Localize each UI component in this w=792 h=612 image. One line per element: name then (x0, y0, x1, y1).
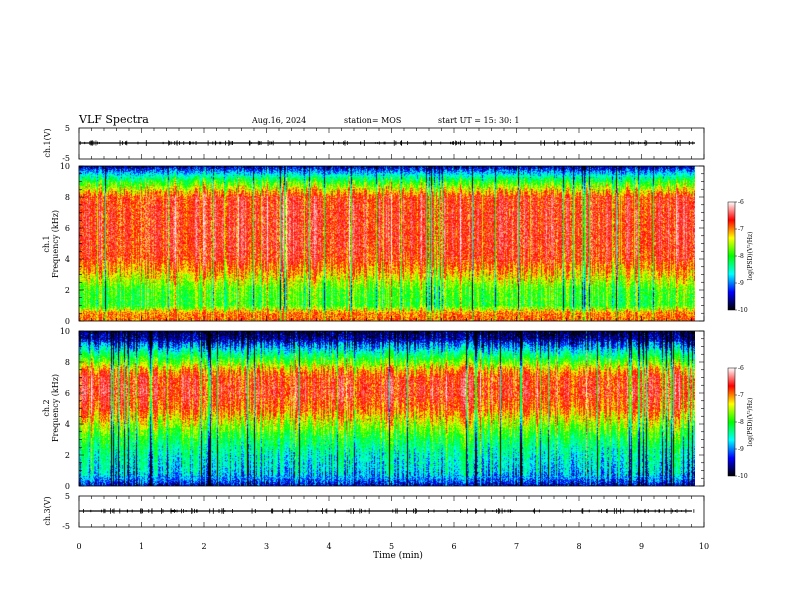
x-tick-label: 2 (201, 542, 206, 551)
colorbar-label: log(PSD)(V²/Hz) (747, 232, 754, 281)
x-tick-label: 5 (389, 542, 394, 551)
ch1-spectrogram-yticklabels: 0 2 4 6 8 10 (60, 162, 704, 326)
x-tick-label: 3 (264, 542, 269, 551)
colorbar-tick-label: -10 (738, 307, 748, 314)
colorbar-tick-label: -8 (738, 253, 744, 260)
y-tick-label: 6 (65, 389, 70, 398)
y-tick-label: 0 (65, 482, 70, 491)
colorbar-gradient (727, 367, 736, 477)
ch1-waveform-ytick-bottom: -5 (62, 154, 70, 163)
x-tick-label: 7 (514, 542, 519, 551)
y-tick-label: 4 (65, 420, 70, 429)
ch2-spectrogram-ticks (78, 331, 705, 486)
colorbar-tick-label: -9 (738, 446, 744, 453)
ch1-spectrogram-image (79, 166, 695, 321)
ch1-waveform-spikes (79, 140, 694, 146)
colorbar-tick-label: -7 (738, 226, 744, 233)
x-tick-label: 10 (699, 542, 709, 551)
y-tick-label: 0 (65, 317, 70, 326)
colorbar-ch2: -6 -7 -8 -9 -10 log(PSD)(V²/Hz) (727, 365, 754, 480)
colorbar-tick-label: -10 (738, 473, 748, 480)
y-tick-label: 6 (65, 224, 70, 233)
y-tick-label: 8 (65, 358, 70, 367)
figure-title: VLF Spectra (78, 113, 149, 126)
y-tick-label: 10 (60, 327, 70, 336)
colorbar-gradient (727, 201, 736, 311)
x-tick-label: 4 (326, 542, 331, 551)
ch2-spectrogram-yticklabels: 0 2 4 6 8 10 (60, 327, 704, 491)
ch1-spectrogram-ylabel-channel: ch.1 (42, 235, 51, 252)
ch1-waveform-panel: 5 -5 ch.1(V) (43, 124, 705, 163)
ch3-waveform-ylabel: ch.3(V) (43, 496, 52, 525)
y-tick-label: 2 (65, 451, 70, 460)
x-tick-label: 1 (139, 542, 144, 551)
x-tick-label: 6 (451, 542, 456, 551)
ch1-spectrogram-ticks (78, 166, 705, 321)
ch1-waveform-ytick-top: 5 (65, 124, 70, 133)
x-tick-label: 9 (639, 542, 644, 551)
y-tick-label: 4 (65, 255, 70, 264)
colorbar-tick-label: -6 (738, 365, 744, 372)
x-axis-label: Time (min) (373, 550, 423, 561)
station-label: station= MOS (344, 116, 401, 125)
x-tick-label: 8 (576, 542, 581, 551)
colorbar-tick-label: -6 (738, 199, 744, 206)
ch3-waveform-ticks (78, 496, 705, 527)
ch3-waveform-ytick-top: 5 (65, 492, 70, 501)
colorbar-tick-label: -7 (738, 392, 744, 399)
colorbar-tick-label: -9 (738, 280, 744, 287)
colorbar-label: log(PSD)(V²/Hz) (747, 398, 754, 447)
ch1-spectrogram-panel: 0 2 4 6 8 10 ch.1 Frequency (kHz) (42, 162, 705, 326)
ch1-waveform-ylabel: ch.1(V) (43, 128, 52, 157)
x-tick-labels: 0 1 2 3 4 5 6 7 8 9 10 (76, 542, 709, 551)
ch2-spectrogram-panel: 0 2 4 6 8 10 ch.2 Frequency (kHz) (42, 327, 705, 491)
date-label: Aug.16, 2024 (251, 116, 306, 125)
ch2-spectrogram-ylabel-channel: ch.2 (42, 399, 51, 416)
ch3-waveform-ytick-bottom: -5 (62, 522, 70, 531)
x-tick-label: 0 (76, 542, 81, 551)
ch2-spectrogram-ylabel-freq: Frequency (kHz) (51, 374, 60, 442)
ch1-waveform-ticks (78, 128, 705, 159)
ch2-spectrogram-image (79, 331, 695, 486)
colorbar-tick-label: -8 (738, 419, 744, 426)
y-tick-label: 8 (65, 193, 70, 202)
y-tick-label: 10 (60, 162, 70, 171)
ch3-waveform-panel: 5 -5 ch.3(V) (43, 492, 705, 531)
y-tick-label: 2 (65, 286, 70, 295)
colorbar-ch1: -6 -7 -8 -9 -10 log(PSD)(V²/Hz) (727, 199, 754, 314)
ch3-waveform-spikes (83, 508, 695, 514)
ch1-spectrogram-ylabel-freq: Frequency (kHz) (51, 210, 60, 278)
start-time-label: start UT = 15: 30: 1 (438, 116, 519, 125)
